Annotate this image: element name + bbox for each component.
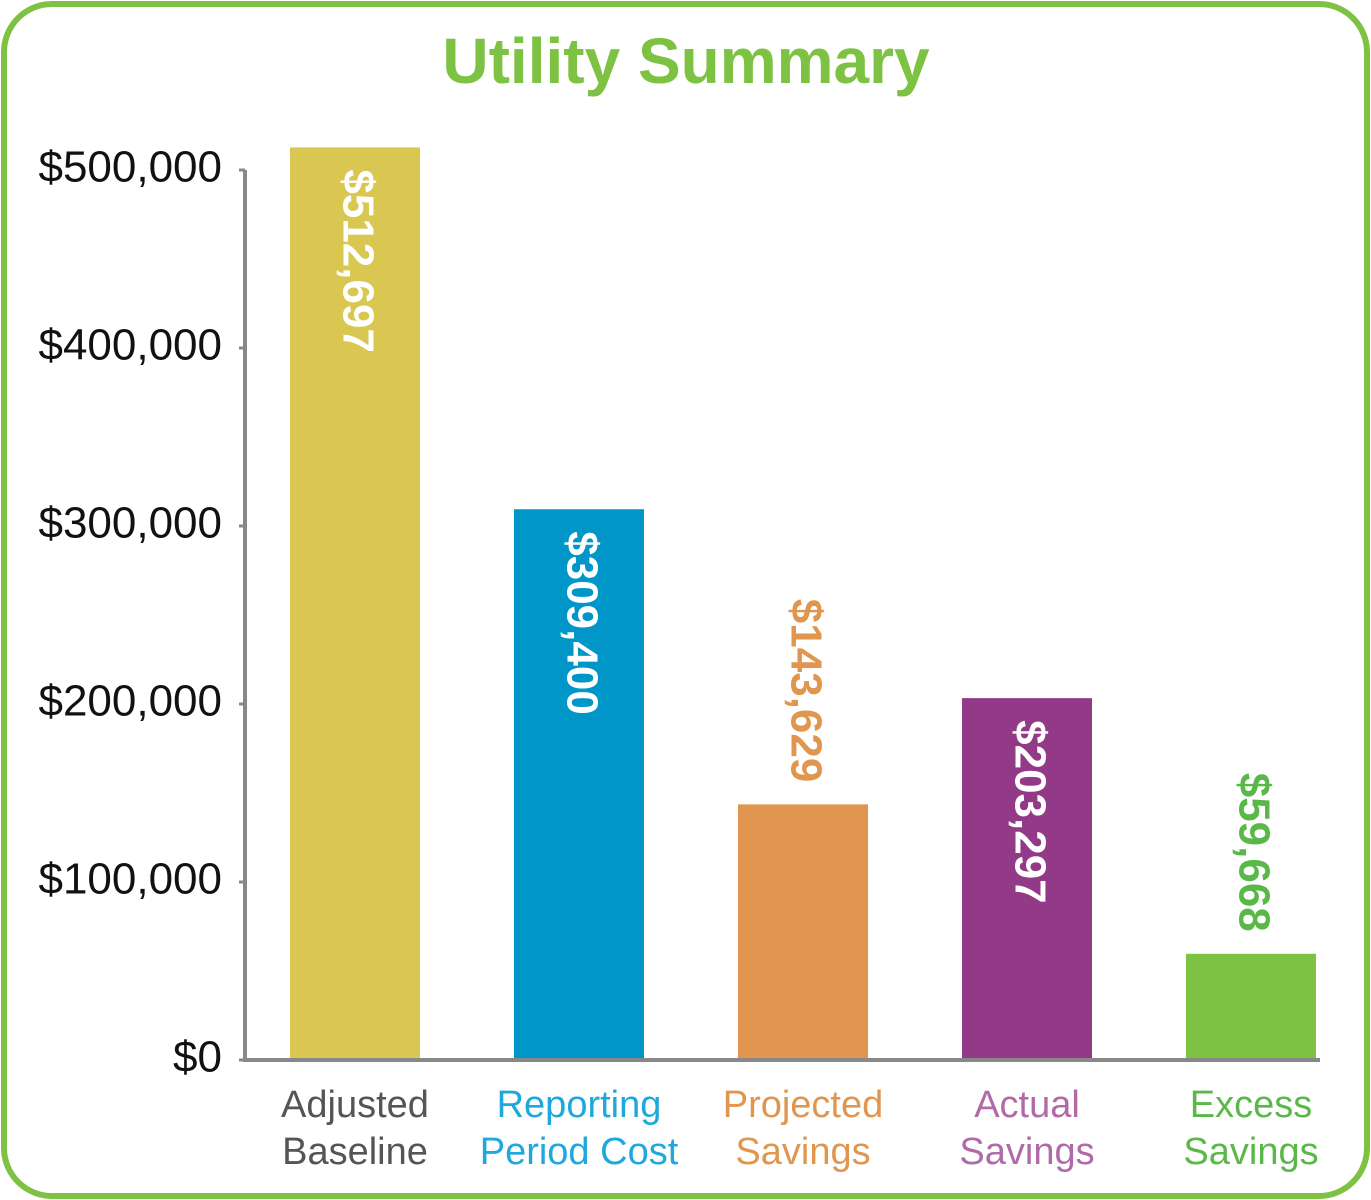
bar [290, 147, 420, 1060]
bar [738, 804, 868, 1060]
value-label: $309,400 [557, 531, 606, 715]
y-tick-label: $0 [173, 1033, 222, 1082]
chart-title: Utility Summary [442, 25, 930, 97]
value-label: $143,629 [781, 599, 830, 783]
bar [962, 698, 1092, 1060]
value-label: $512,697 [333, 169, 382, 353]
y-tick-label: $200,000 [38, 677, 222, 726]
x-tick-label: Adjusted Baseline [281, 1084, 429, 1173]
x-tick-label: Excess Savings [1183, 1084, 1319, 1173]
value-label: $59,668 [1229, 773, 1278, 932]
value-label: $203,297 [1005, 720, 1054, 904]
x-tick-label: Projected Savings [722, 1084, 884, 1173]
y-tick-label: $500,000 [38, 143, 222, 192]
x-tick-label: Reporting Period Cost [479, 1084, 679, 1173]
y-tick-label: $400,000 [38, 321, 222, 370]
y-tick-label: $100,000 [38, 855, 222, 904]
bar [514, 509, 644, 1060]
x-tick-label: Actual Savings [959, 1084, 1095, 1173]
y-tick-label: $300,000 [38, 499, 222, 548]
bar [1186, 953, 1316, 1060]
